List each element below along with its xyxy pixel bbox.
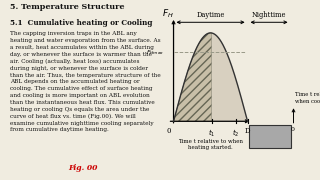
Text: Daytime: Daytime [196,11,225,19]
Text: 0: 0 [290,127,294,132]
Text: 5. Temperature Structure: 5. Temperature Structure [10,3,124,11]
Text: 5.1  Cumulative heating or Cooling: 5.1 Cumulative heating or Cooling [10,19,152,27]
Text: Time t relative to
when cooling started.: Time t relative to when cooling started. [295,92,320,104]
Text: Nighttime: Nighttime [252,11,286,19]
Polygon shape [173,33,212,121]
Text: $t_1$: $t_1$ [208,127,215,139]
Bar [249,125,291,148]
Text: $t_2$: $t_2$ [232,127,239,139]
Text: $F_{Hmax}$: $F_{Hmax}$ [146,48,164,57]
Text: Time t relative to when
heating started.: Time t relative to when heating started. [178,139,243,150]
Polygon shape [212,33,248,121]
Text: The capping inversion traps in the ABL any
heating and water evaporation from th: The capping inversion traps in the ABL a… [10,31,160,132]
Text: $F_H$: $F_H$ [162,7,173,20]
Text: 0: 0 [166,127,171,136]
Text: Fig. 00: Fig. 00 [68,164,97,172]
Text: D: D [245,127,250,136]
